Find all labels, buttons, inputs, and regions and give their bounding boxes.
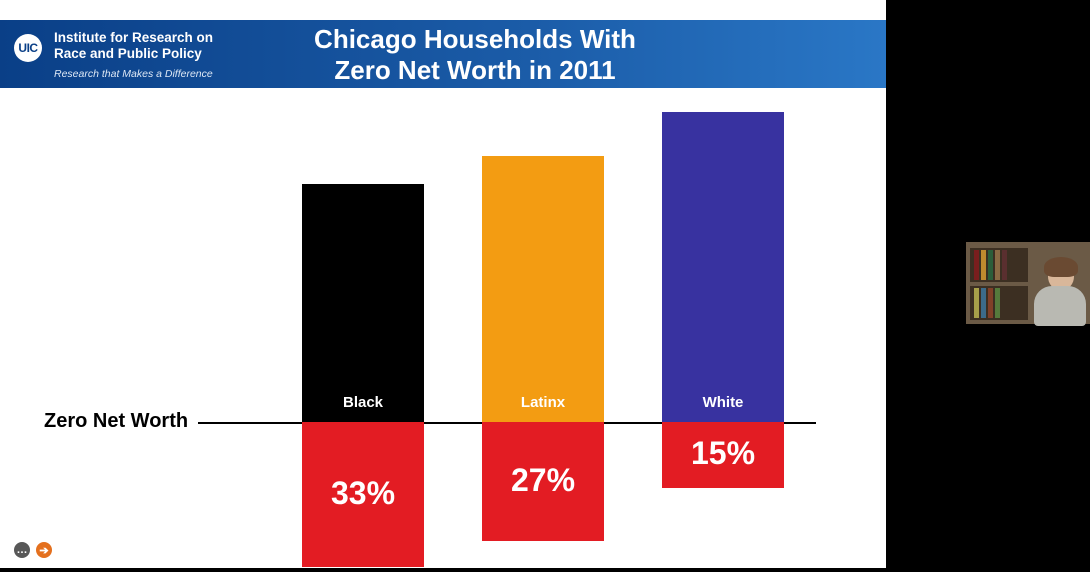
institute-line1: Institute for Research on <box>54 30 213 45</box>
bar-category-label: Black <box>302 394 424 411</box>
book <box>981 250 986 280</box>
chart-area: Zero Net Worth Black 33% Latinx 27% White 15% <box>0 90 886 568</box>
bar-top <box>302 184 424 422</box>
title-line2: Zero Net Worth in 2011 <box>334 55 615 85</box>
book <box>981 288 986 318</box>
book <box>974 250 979 280</box>
institute-name: Institute for Research on Race and Publi… <box>54 30 213 62</box>
book <box>1002 250 1007 280</box>
hair <box>1044 257 1078 277</box>
bar-value-label: 33% <box>302 475 424 512</box>
book <box>995 250 1000 280</box>
person-silhouette <box>1028 260 1088 324</box>
bar-value-label: 27% <box>482 462 604 499</box>
bar-top <box>482 156 604 422</box>
webcam-thumbnail[interactable] <box>966 242 1090 324</box>
baseline-label: Zero Net Worth <box>44 410 188 433</box>
book <box>995 288 1000 318</box>
bar-category-label: White <box>662 394 784 411</box>
slide-title: Chicago Households With Zero Net Worth i… <box>260 24 690 85</box>
bar-category-label: Latinx <box>482 394 604 411</box>
institute-tagline: Research that Makes a Difference <box>54 68 213 80</box>
book <box>974 288 979 318</box>
slide: UIC Institute for Research on Race and P… <box>0 0 886 568</box>
torso <box>1034 286 1086 326</box>
book <box>988 288 993 318</box>
share-icon[interactable]: ➔ <box>36 542 52 558</box>
bar-value-label: 15% <box>662 435 784 472</box>
book <box>988 250 993 280</box>
uic-logo: UIC <box>14 34 42 62</box>
logo-text: UIC <box>18 41 37 55</box>
institute-line2: Race and Public Policy <box>54 46 202 61</box>
menu-icon[interactable]: … <box>14 542 30 558</box>
title-line1: Chicago Households With <box>314 24 636 54</box>
bar-top <box>662 112 784 422</box>
